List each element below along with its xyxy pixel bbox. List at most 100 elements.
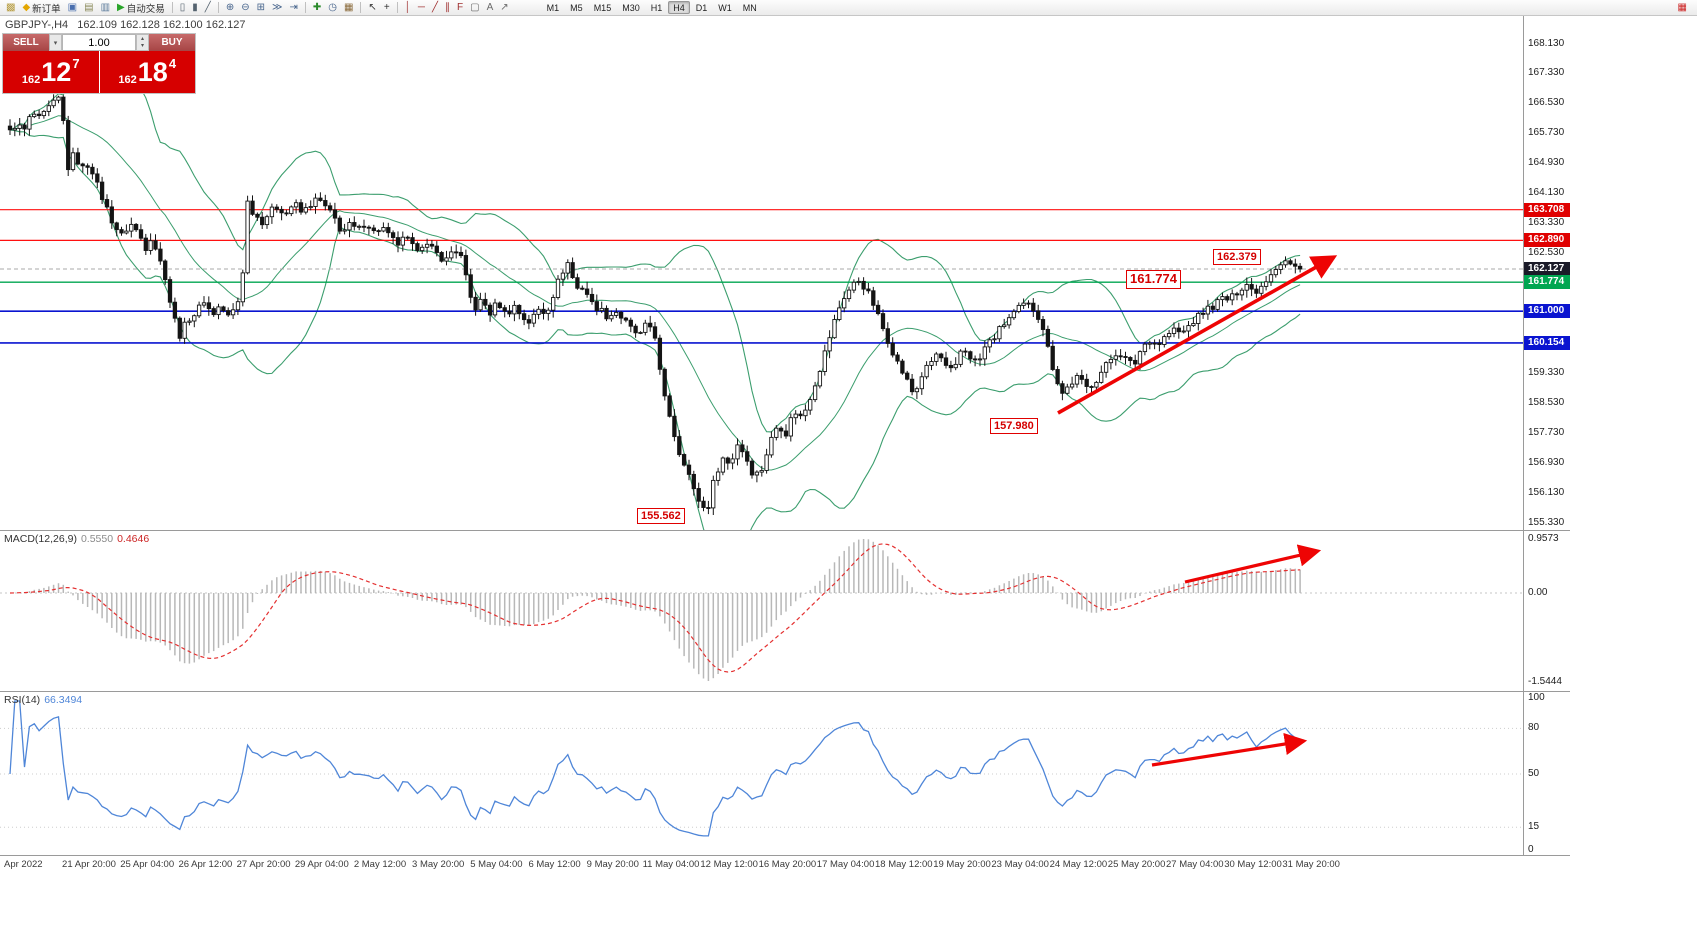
horizontal-line-icon[interactable]: ─	[415, 1, 428, 15]
zoom-out-icon[interactable]: ⊖	[238, 1, 252, 15]
trendline-icon[interactable]: ╱	[429, 1, 441, 15]
price-scale[interactable]: 168.130 167.330 166.530 165.730 164.930 164.1…	[1523, 16, 1570, 530]
new-chart-icon: ▩	[6, 1, 16, 13]
time-period-icon: ◷	[328, 1, 337, 13]
date-label: 27 Apr 20:00	[236, 859, 291, 870]
shapes-icon: ▢	[470, 1, 480, 13]
panel-separator[interactable]	[0, 530, 1570, 531]
rsi-scale[interactable]: 100 80 50 15 0	[1523, 692, 1570, 855]
panel-separator[interactable]	[0, 691, 1570, 692]
main-toolbar: ▩ ◆ 新订单 ▣ ▤ ▥ ▶ 自动交易 ▯ ▮ ╱ ⊕ ⊖ ⊞ ≫ ⇥ ✚ ◷ ▦ ↖ + │ ─ ╱ ∥ F ▢ A ↗ M1 M5 M…	[0, 0, 1697, 16]
data-window-icon[interactable]: ▦	[1675, 1, 1690, 15]
arrows-icon[interactable]: ↗	[497, 1, 511, 15]
cursor-icon[interactable]: ↖	[365, 1, 379, 15]
macd-tick: -1.5444	[1528, 676, 1562, 687]
date-label: 11 May 04:00	[642, 859, 700, 870]
autoscroll-icon[interactable]: ≫	[269, 1, 285, 15]
profiles-icon[interactable]: ▤	[81, 1, 96, 15]
new-order-button[interactable]: ◆ 新订单	[19, 1, 63, 15]
vertical-line-icon[interactable]: │	[402, 1, 414, 15]
shapes-icon[interactable]: ▢	[467, 1, 482, 15]
timeframe-w1-button[interactable]: W1	[718, 3, 732, 13]
line-chart-icon[interactable]: ╱	[202, 1, 214, 15]
time-axis[interactable]: Apr 2022 21 Apr 20:00 25 Apr 04:00 26 Apr 1…	[0, 855, 1570, 873]
candlestick-chart-icon[interactable]: ▮	[189, 1, 201, 15]
toolbar-separator	[171, 2, 173, 13]
price-tag: 162.127	[1524, 261, 1570, 276]
timeframe-m30-button[interactable]: M30	[622, 3, 640, 13]
rsi-panel[interactable]: RSI(14) 66.3494 100 80 50 15 0	[0, 692, 1570, 855]
chart-header: GBPJPY-,H4 162.109 162.128 162.100 162.1…	[5, 19, 245, 31]
chart-windows-icon[interactable]: ▣	[65, 1, 80, 15]
indicators-icon: ✚	[312, 1, 322, 13]
zoom-in-icon[interactable]: ⊕	[223, 1, 237, 15]
candlestick-chart-icon: ▮	[192, 1, 198, 13]
volume-dropdown[interactable]: ▾	[49, 34, 62, 51]
date-label: 31 May 20:00	[1282, 859, 1340, 870]
price-chart-panel[interactable]: GBPJPY-,H4 162.109 162.128 162.100 162.1…	[0, 16, 1570, 530]
price-tick: 159.330	[1528, 367, 1565, 379]
volume-input[interactable]	[62, 34, 136, 51]
price-tag: 163.708	[1524, 202, 1570, 217]
macd-plot[interactable]	[0, 531, 1523, 691]
time-period-icon[interactable]: ◷	[325, 1, 340, 15]
macd-tick: 0.00	[1528, 587, 1548, 598]
price-tag: 162.890	[1524, 233, 1570, 248]
templates-icon[interactable]: ▦	[341, 1, 356, 15]
autotrading-icon: ▶	[117, 1, 125, 13]
horizontal-line-icon: ─	[417, 1, 425, 13]
terminal-icon[interactable]: ▥	[98, 1, 113, 15]
timeframe-m5-button[interactable]: M5	[570, 3, 583, 13]
rsi-tick: 15	[1528, 821, 1540, 833]
timeframe-m1-button[interactable]: M1	[546, 3, 560, 13]
sell-price-display[interactable]: 162 12 7	[3, 51, 99, 93]
timeframe-h4-button[interactable]: H4	[668, 1, 690, 14]
date-label: 27 May 04:00	[1166, 859, 1224, 870]
date-label: 3 May 20:00	[412, 859, 465, 870]
timeframe-d1-button[interactable]: D1	[695, 3, 708, 13]
macd-tick: 0.9573	[1528, 533, 1559, 544]
sell-price-prefix: 162	[21, 74, 41, 86]
buy-price-display[interactable]: 162 18 4	[99, 51, 195, 93]
rsi-plot[interactable]	[0, 692, 1523, 855]
date-label: 29 Apr 04:00	[294, 859, 349, 870]
autoscroll-icon: ≫	[271, 1, 283, 13]
date-label: 23 May 04:00	[991, 859, 1049, 870]
crosshair-icon[interactable]: +	[381, 1, 393, 15]
tile-windows-icon[interactable]: ⊞	[254, 1, 268, 15]
new-chart-icon[interactable]: ▩	[3, 1, 18, 15]
price-tick: 164.130	[1528, 187, 1565, 199]
fibonacci-icon[interactable]: F	[454, 1, 466, 15]
macd-panel[interactable]: MACD(12,26,9) 0.5550 0.4646 0.9573 0.00 -1.5…	[0, 531, 1570, 691]
macd-scale[interactable]: 0.9573 0.00 -1.5444	[1523, 531, 1570, 691]
crosshair-icon: +	[383, 1, 390, 13]
chart-shift-icon[interactable]: ⇥	[286, 1, 300, 15]
buy-button[interactable]: BUY	[149, 34, 195, 51]
sell-button[interactable]: SELL	[3, 34, 49, 51]
price-tick: 164.930	[1528, 157, 1565, 169]
stepper-up-icon[interactable]: ▴	[140, 35, 144, 42]
candlestick-plot[interactable]	[0, 16, 1523, 530]
new-order-icon: ◆	[22, 1, 31, 13]
timeframe-mn-button[interactable]: MN	[742, 3, 757, 13]
price-annotation: 157.980	[990, 418, 1038, 435]
timeframe-h1-button[interactable]: H1	[650, 3, 663, 13]
stepper-down-icon[interactable]: ▾	[140, 42, 144, 49]
price-tick: 158.530	[1528, 397, 1565, 409]
line-chart-icon: ╱	[204, 1, 211, 13]
volume-stepper[interactable]: ▴ ▾	[136, 34, 149, 51]
text-icon[interactable]: A	[484, 1, 497, 15]
toolbar-separator	[396, 2, 398, 13]
autotrading-button[interactable]: ▶ 自动交易	[114, 1, 168, 15]
bar-chart-icon[interactable]: ▯	[177, 1, 189, 15]
timeframe-m15-button[interactable]: M15	[593, 3, 612, 13]
price-tick: 156.930	[1528, 457, 1565, 469]
date-label: 18 May 12:00	[875, 859, 933, 870]
date-label: 12 May 12:00	[700, 859, 758, 870]
sell-price-pip: 7	[72, 56, 80, 71]
indicators-icon[interactable]: ✚	[310, 1, 324, 15]
channel-icon[interactable]: ∥	[442, 1, 453, 15]
price-tick: 155.330	[1528, 517, 1565, 529]
price-annotation: 161.774	[1126, 270, 1181, 289]
buy-price-prefix: 162	[118, 74, 137, 86]
